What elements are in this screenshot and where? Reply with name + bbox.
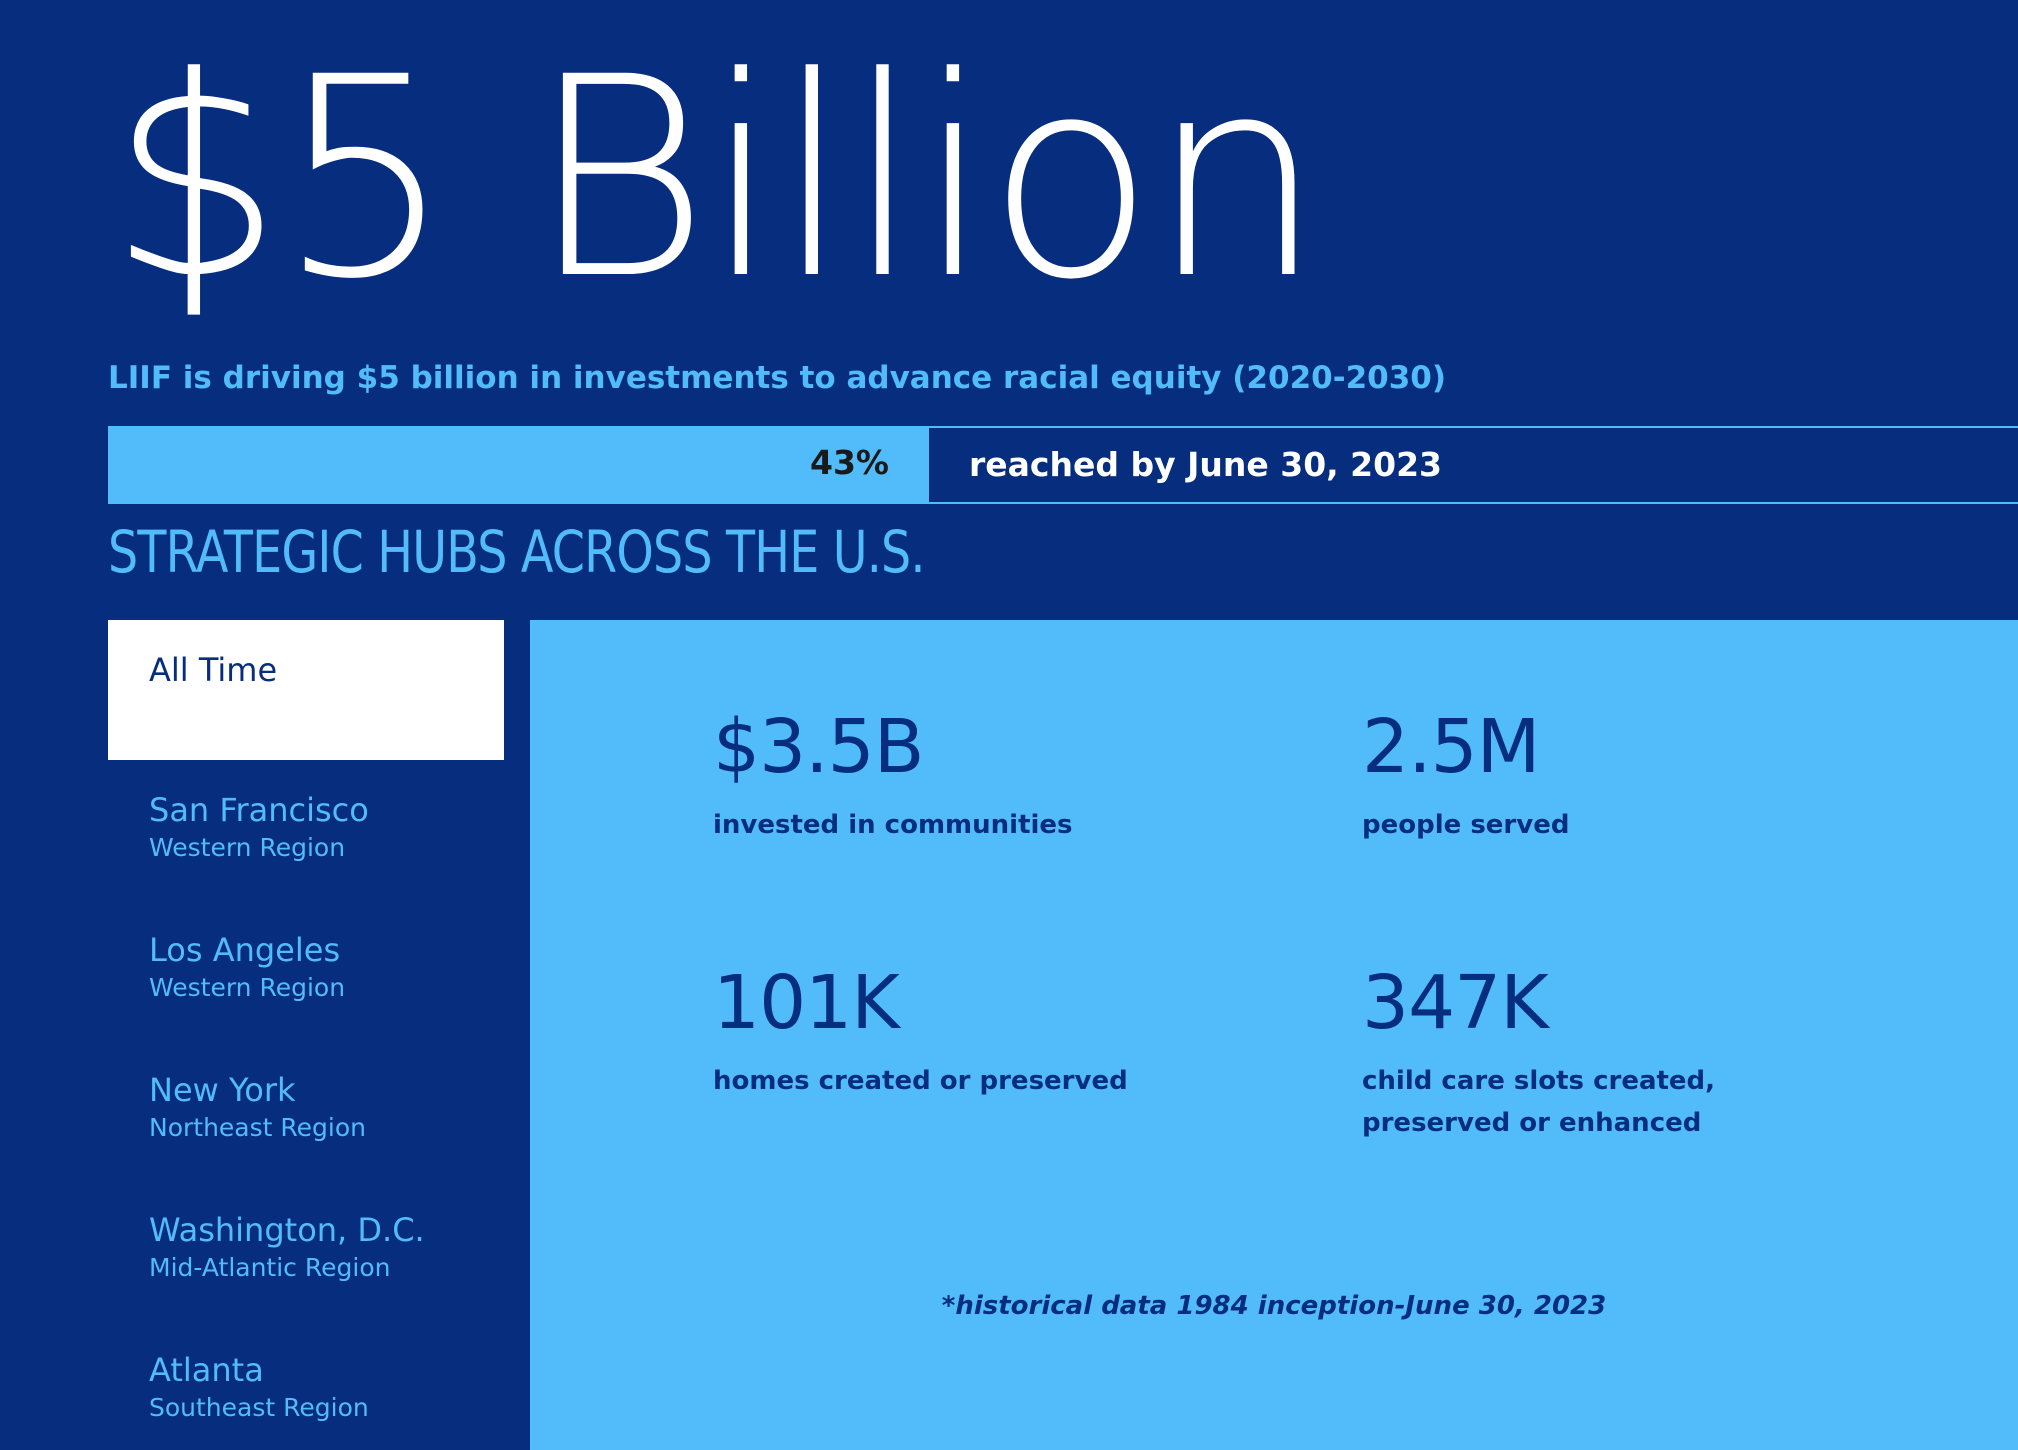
stat-value: 347K [1362, 960, 1549, 1046]
hub-region-label: Northeast Region [149, 1113, 366, 1142]
stat-child-care: 347K child care slots created, preserved… [1362, 958, 1722, 1144]
hub-item-all-time[interactable]: All Time [108, 620, 504, 760]
hero-title: $5 Billion [108, 19, 1324, 340]
hub-region-label: Western Region [149, 833, 346, 862]
stat-people-served: 2.5M people served [1362, 702, 1882, 846]
footnote: *historical data 1984 inception-June 30,… [941, 1291, 1607, 1321]
hub-region-label: Mid-Atlantic Region [149, 1253, 391, 1282]
hub-region-label: Western Region [149, 973, 346, 1002]
stat-value: $3.5B [713, 704, 925, 790]
stat-label: homes created or preserved [713, 1066, 1128, 1096]
hub-item-new-york[interactable]: New York Northeast Region [108, 1040, 504, 1180]
stat-label: child care slots created, preserved or e… [1362, 1066, 1716, 1138]
stat-label: people served [1362, 810, 1570, 840]
hub-city-label: Atlanta [149, 1351, 264, 1389]
hub-city-label: San Francisco [149, 791, 369, 829]
hub-city-label: All Time [149, 651, 278, 689]
hub-item-los-angeles[interactable]: Los Angeles Western Region [108, 900, 504, 1040]
hub-item-washington-dc[interactable]: Washington, D.C. Mid-Atlantic Region [108, 1180, 504, 1320]
hub-item-atlanta[interactable]: Atlanta Southeast Region [108, 1320, 504, 1450]
hub-region-label: Southeast Region [149, 1393, 369, 1422]
stat-invested: $3.5B invested in communities [713, 702, 1233, 846]
progress-bar-fill: 43% [108, 426, 929, 504]
hub-list: All Time San Francisco Western Region Lo… [108, 620, 504, 1450]
progress-percent: 43% [810, 443, 889, 482]
hub-city-label: Washington, D.C. [149, 1211, 425, 1249]
hero-subtitle: LIIF is driving $5 billion in investment… [108, 360, 1447, 396]
progress-caption: reached by June 30, 2023 [969, 445, 1443, 484]
stat-value: 101K [713, 960, 900, 1046]
stats-panel: $3.5B invested in communities 2.5M peopl… [530, 620, 2018, 1450]
hub-city-label: New York [149, 1071, 296, 1109]
hub-city-label: Los Angeles [149, 931, 341, 969]
progress-bar: 43% reached by June 30, 2023 [108, 426, 2018, 504]
section-title: STRATEGIC HUBS ACROSS THE U.S. [108, 518, 926, 586]
stat-label: invested in communities [713, 810, 1073, 840]
stat-homes: 101K homes created or preserved [713, 958, 1233, 1102]
stat-value: 2.5M [1362, 704, 1541, 790]
hub-item-san-francisco[interactable]: San Francisco Western Region [108, 760, 504, 900]
